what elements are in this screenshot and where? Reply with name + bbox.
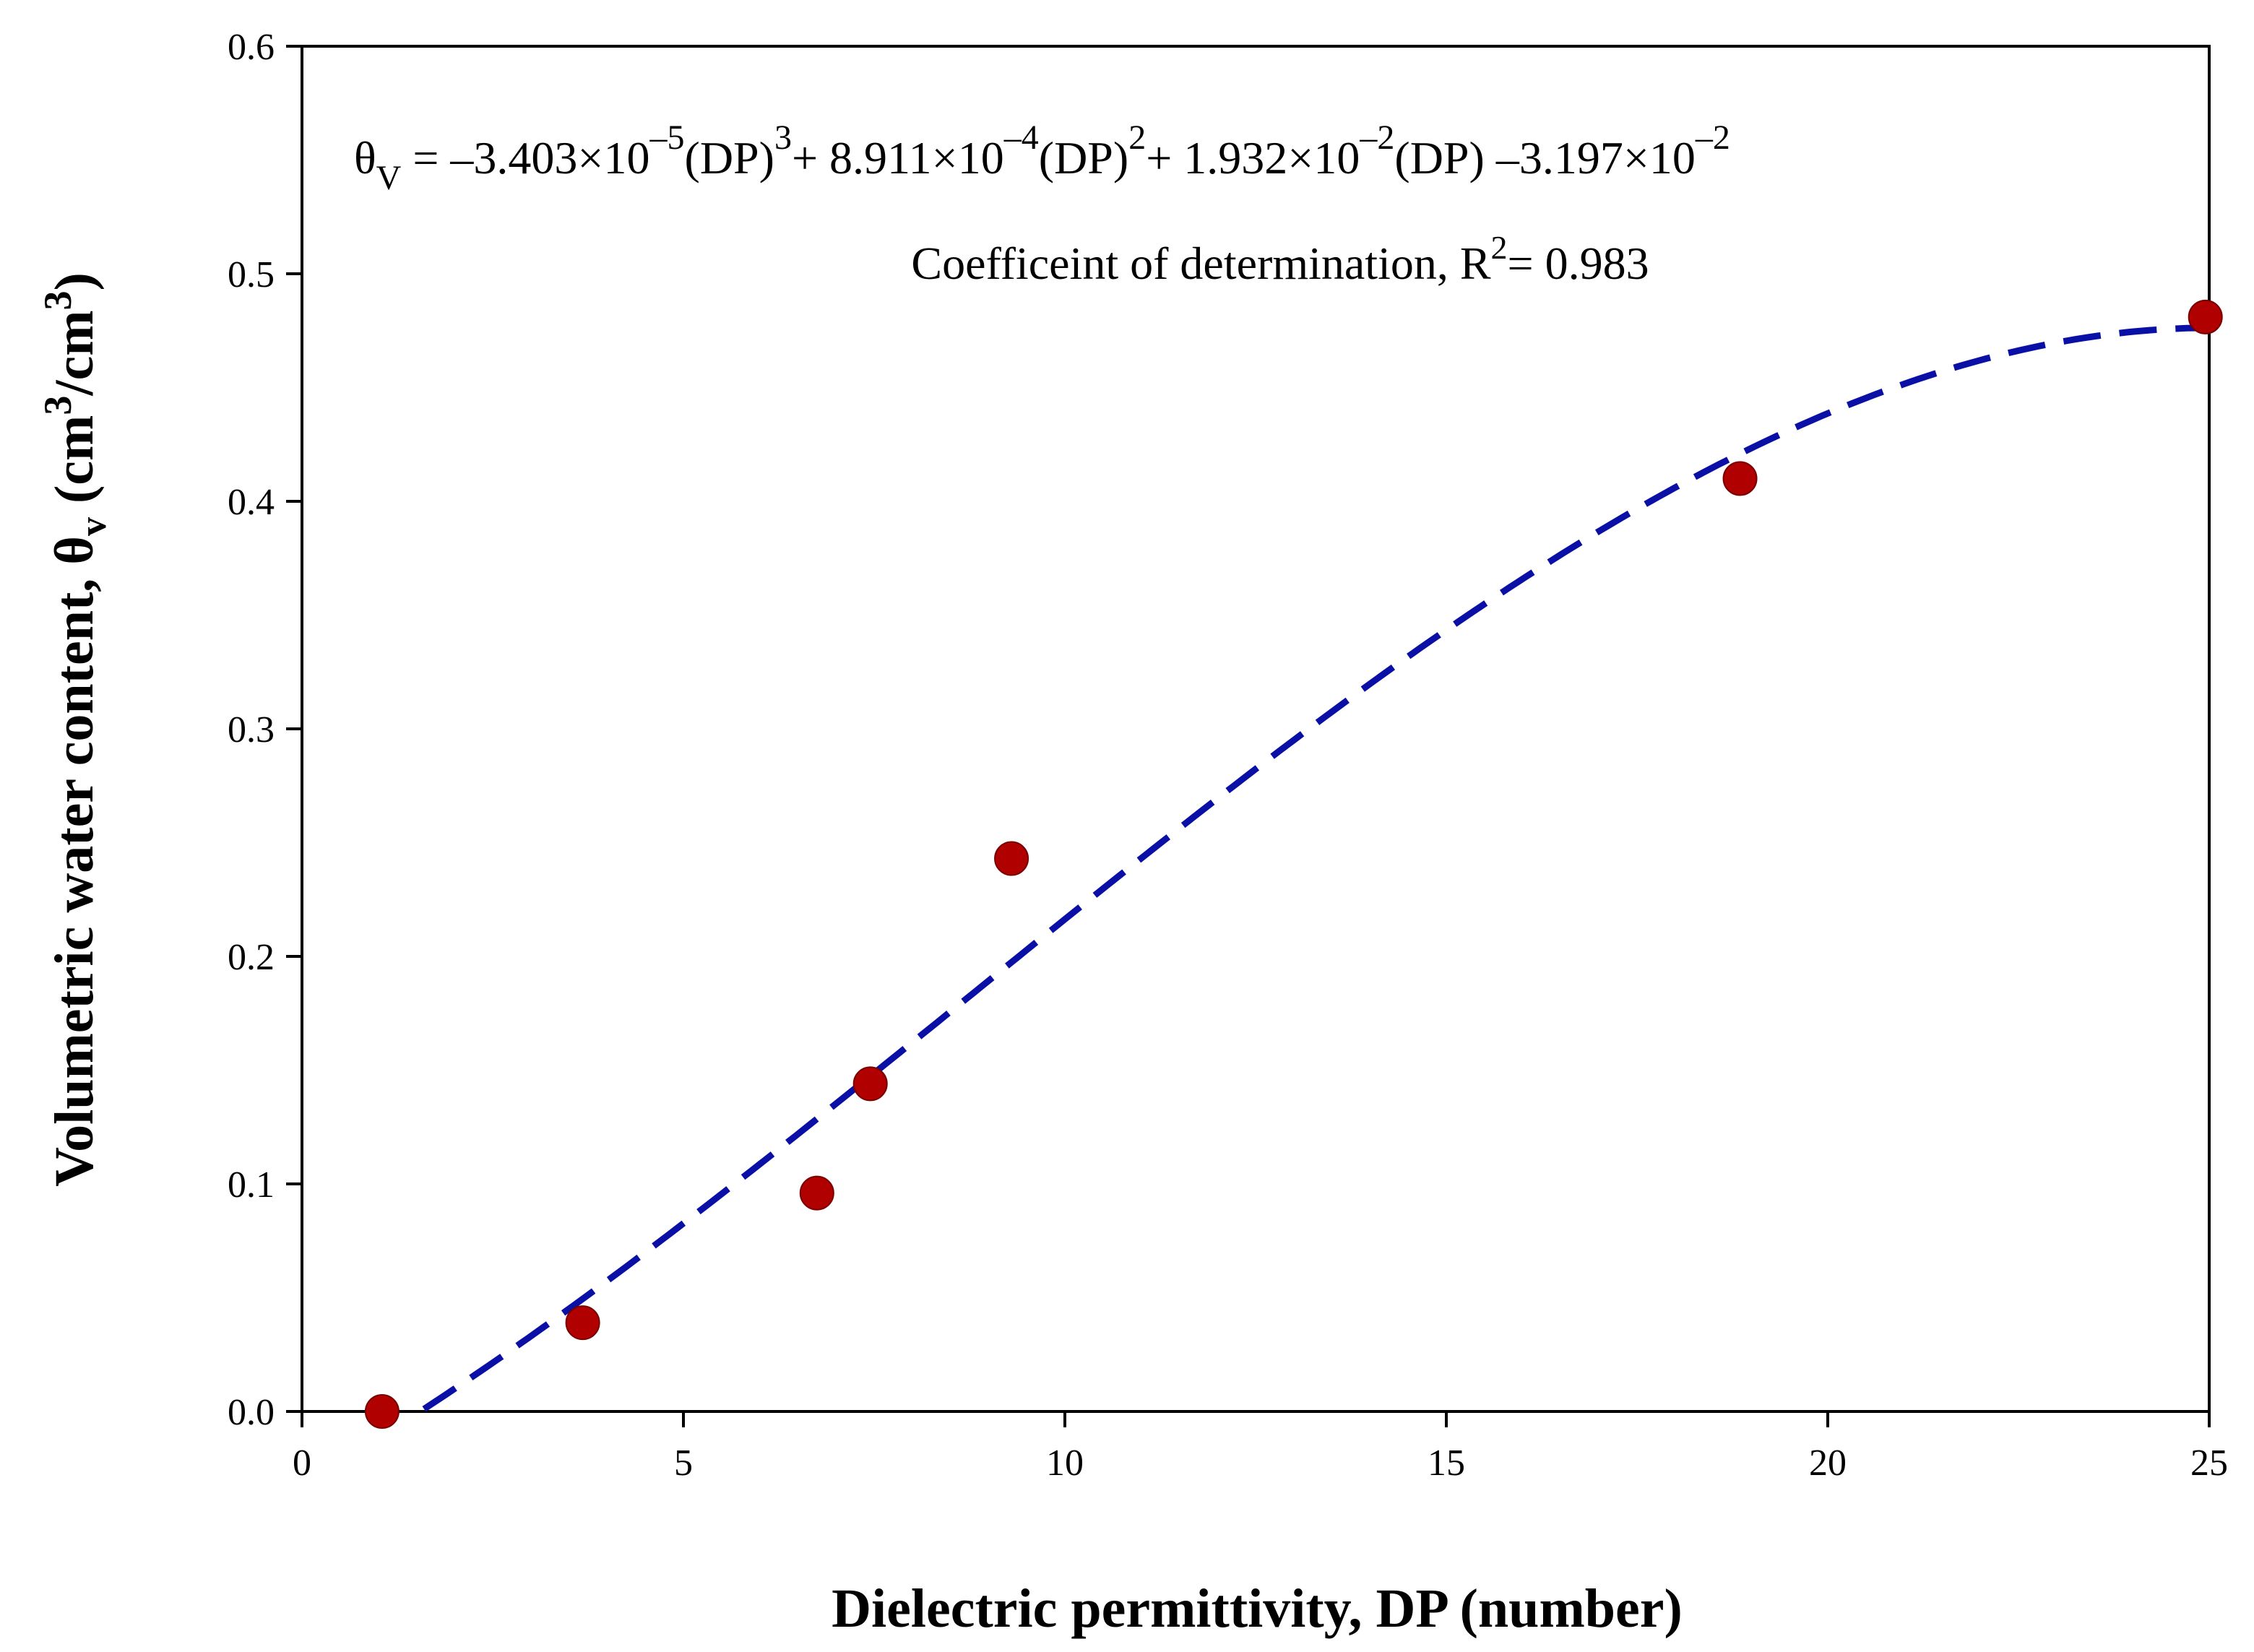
y-axis-title-units-mid: /cm (44, 311, 105, 397)
y-axis-title-sub: v (73, 517, 114, 536)
y-tick-label: 0.1 (228, 1164, 275, 1206)
equation-exp-3: –4 (1003, 118, 1039, 157)
x-tick-label: 0 (293, 1443, 311, 1484)
data-point (799, 1175, 834, 1211)
fit-curve-layer (422, 324, 2210, 1412)
y-axis-title-sup-1: 3 (36, 396, 79, 415)
equation-term-2: (DP) (685, 132, 774, 183)
x-axis-ticks: 0 5 10 15 20 25 (293, 1411, 2228, 1484)
y-tick-label: 0.6 (228, 27, 275, 68)
data-point (852, 1066, 888, 1102)
equation-theta-sub: V (376, 159, 402, 197)
data-point (1722, 461, 1758, 496)
x-tick-label: 20 (1809, 1443, 1847, 1484)
equation-term-5: + 1.932×10 (1146, 132, 1360, 183)
equation-exp-5: –2 (1359, 118, 1394, 157)
r-squared-value: = 0.983 (1508, 238, 1649, 289)
equation-annotation: θV = –3.403×10–5(DP)3+ 8.911×10–4(DP)2+ … (354, 118, 1730, 197)
data-point (565, 1305, 600, 1341)
y-axis-title-main: Volumetric water content, θ (44, 536, 105, 1187)
data-point (364, 1394, 400, 1429)
data-points-layer (364, 299, 2223, 1429)
equation-theta: θ (354, 132, 376, 183)
equation-exp-6: –2 (1695, 118, 1730, 157)
y-tick-label: 0.2 (228, 937, 275, 978)
y-axis-title-sup-2: 3 (36, 291, 79, 311)
y-tick-label: 0.0 (228, 1392, 275, 1433)
equation-exp-1: –5 (649, 118, 685, 157)
x-tick-label: 15 (1428, 1443, 1465, 1484)
y-axis-ticks: 0.0 0.1 0.2 0.3 0.4 0.5 0.6 (228, 27, 302, 1433)
y-tick-label: 0.3 (228, 709, 275, 751)
x-tick-label: 10 (1046, 1443, 1084, 1484)
equation-exp-4: 2 (1128, 118, 1146, 157)
x-axis-title: Dielectric permittivity, DP (number) (832, 1578, 1683, 1639)
y-tick-label: 0.5 (228, 254, 275, 295)
r-squared-sup: 2 (1491, 229, 1508, 266)
r-squared-label: Coefficeint of determination, R (911, 238, 1490, 289)
data-point (994, 841, 1029, 876)
equation-term-3: + 8.911×10 (792, 132, 1004, 183)
x-tick-label: 25 (2190, 1443, 2228, 1484)
y-axis-title: Volumetric water content, θv (cm3/cm3) (36, 272, 114, 1187)
fit-curve-line (422, 324, 2210, 1412)
x-tick-label: 5 (674, 1443, 693, 1484)
equation-term-1: = –3.403×10 (401, 132, 649, 183)
data-point (2188, 299, 2223, 334)
equation-term-4: (DP) (1039, 132, 1128, 183)
y-tick-label: 0.4 (228, 482, 275, 523)
equation-exp-2: 3 (774, 118, 792, 157)
equation-term-6: (DP) –3.197×10 (1394, 132, 1696, 183)
y-axis-title-units-open: (cm (44, 415, 105, 517)
r-squared-annotation: Coefficeint of determination, R2= 0.983 (911, 229, 1649, 289)
y-axis-title-units-close: ) (44, 272, 105, 290)
